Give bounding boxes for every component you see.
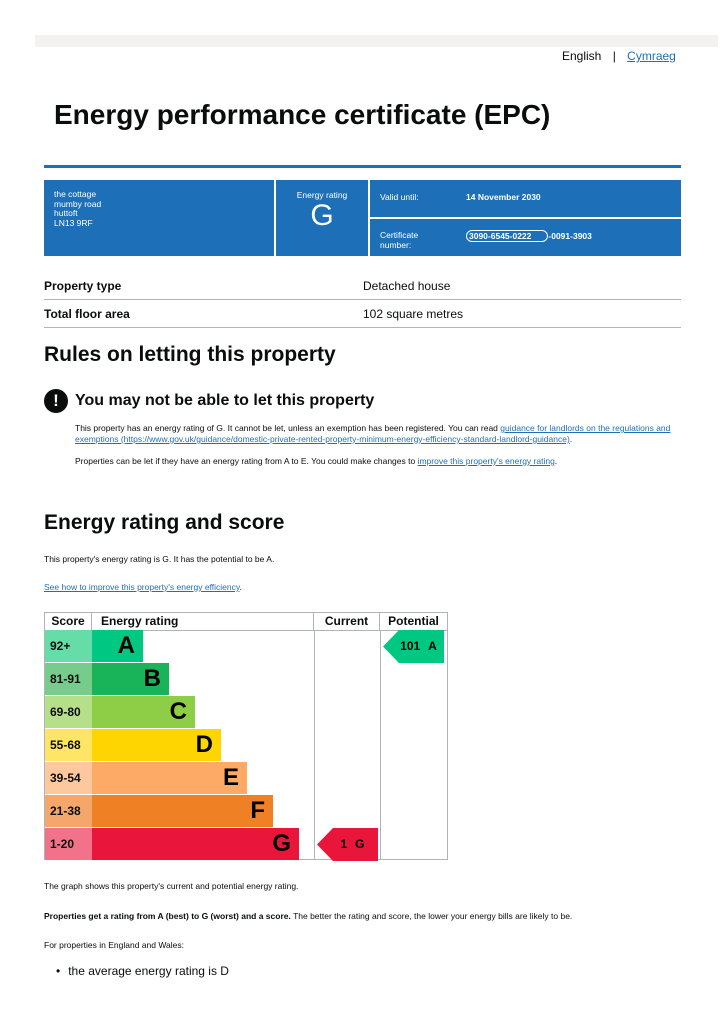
band-bar: F — [92, 795, 273, 827]
address-line: the cottage — [54, 189, 97, 199]
property-value: Detached house — [363, 279, 451, 293]
header-cell: Potential — [388, 614, 439, 628]
potential-arrow: 101 A — [383, 630, 444, 663]
property-key: Property type — [44, 279, 122, 293]
graph-header: Score Energy rating Current Potential — [45, 613, 447, 631]
efficiency-link[interactable]: See how to improve this property's energ… — [44, 582, 240, 592]
text: . — [554, 456, 558, 466]
band-score: 21-38 — [45, 795, 92, 827]
arrow-score: 101 — [400, 639, 421, 653]
note: For properties in England and Wales: — [44, 940, 185, 950]
certificate-panel: Certificate number: 3090-6545-0222 -0091-… — [370, 219, 681, 256]
band-bar: C — [92, 696, 195, 728]
header-cell: Score — [45, 613, 92, 630]
text: Properties can be let if they have an en… — [75, 456, 418, 466]
band-row: 1-20 G — [45, 828, 314, 861]
address-line: mumby road — [54, 198, 102, 209]
arrow-letter: A — [428, 639, 437, 653]
band-row: 81-91 B — [45, 663, 314, 696]
rating-summary: This property's energy rating is G. It h… — [44, 554, 275, 564]
band-bar: G — [92, 828, 299, 860]
epc-graph: Score Energy rating Current Potential 92… — [44, 612, 448, 861]
text: This property has an energy rating of G.… — [75, 423, 501, 433]
certificate-label: Certificate number: — [380, 230, 419, 250]
warning-icon: ! — [44, 389, 68, 413]
certificate-number: 3090-6545-0222 -0091-3903 — [466, 230, 592, 242]
band-bar: B — [92, 663, 169, 695]
band-score: 92+ — [45, 630, 92, 662]
text: . — [569, 434, 573, 444]
band-row: 55-68 D — [45, 729, 314, 762]
property-row: Total floor area 102 square metres — [44, 300, 681, 328]
address-panel: the cottage mumby road huttoft LN13 9RF — [44, 180, 274, 256]
text: The better the rating and score, the low… — [290, 911, 573, 921]
property-value: 102 square metres — [363, 307, 464, 321]
header-cell: Current — [314, 613, 380, 630]
address-line: huttoft — [54, 208, 78, 218]
guidance-link[interactable]: guidance for landlords on the regulation… — [75, 423, 671, 444]
band-row: 69-80 C — [45, 696, 314, 729]
band-score: 81-91 — [45, 663, 92, 695]
certificate-part: 3090-6545-0222 — [466, 230, 549, 242]
letting-paragraph: This property has an energy rating of G.… — [75, 423, 680, 445]
language-switch: English | Cymraeg — [562, 48, 676, 64]
section-heading: Energy rating and score — [44, 511, 285, 534]
arrow-score: 1 — [340, 837, 348, 851]
section-heading: Rules on letting this property — [44, 343, 336, 366]
band-score: 69-80 — [45, 696, 92, 728]
text: . — [239, 582, 242, 592]
rating-label: Energy rating — [296, 190, 348, 200]
band-row: 39-54 E — [45, 762, 314, 795]
band-row: 92+ A — [45, 630, 314, 663]
efficiency-link-line: See how to improve this property's energ… — [44, 582, 242, 593]
valid-panel: Valid until: 14 November 2030 — [370, 180, 681, 217]
separator: | — [612, 49, 616, 63]
rating-panel: Energy rating G — [276, 180, 368, 256]
bullet: • — [56, 964, 61, 978]
note: The graph shows this property's current … — [44, 881, 299, 891]
page-title: Energy performance certificate (EPC) — [54, 99, 551, 130]
lang-welsh[interactable]: Cymraeg — [627, 49, 676, 63]
band-score: 55-68 — [45, 729, 92, 761]
column-divider — [314, 630, 315, 859]
note: Properties get a rating from A (best) to… — [44, 911, 572, 922]
bullet-text: the average energy rating is D — [68, 964, 229, 978]
top-bar — [35, 35, 718, 47]
band-bar: D — [92, 729, 221, 761]
valid-label: Valid until: — [380, 192, 419, 202]
letting-paragraph: Properties can be let if they have an en… — [75, 456, 680, 467]
warning-text: You may not be able to let this property — [75, 392, 375, 409]
band-score: 1-20 — [45, 828, 92, 860]
improve-link[interactable]: improve this property's energy rating — [417, 456, 555, 466]
property-row: Property type Detached house — [44, 272, 681, 300]
header-cell: Energy rating — [92, 613, 314, 630]
lang-english: English — [562, 49, 602, 63]
rating-letter: G — [310, 199, 334, 232]
band-score: 39-54 — [45, 762, 92, 794]
valid-date: 14 November 2030 — [466, 192, 541, 202]
band-bar: E — [92, 762, 247, 794]
band-row: 21-38 F — [45, 795, 314, 828]
title-rule — [44, 165, 681, 168]
certificate-part: -0091-3903 — [548, 231, 592, 241]
bullet-item: • the average energy rating is D — [56, 964, 229, 978]
property-table: Property type Detached house Total floor… — [44, 272, 681, 328]
band-bar: A — [92, 630, 143, 662]
address-line: LN13 9RF — [54, 217, 93, 228]
column-divider — [380, 630, 381, 859]
arrow-letter: G — [355, 837, 365, 851]
note-bold: Properties get a rating from A (best) to… — [44, 911, 291, 921]
property-key: Total floor area — [44, 307, 130, 321]
